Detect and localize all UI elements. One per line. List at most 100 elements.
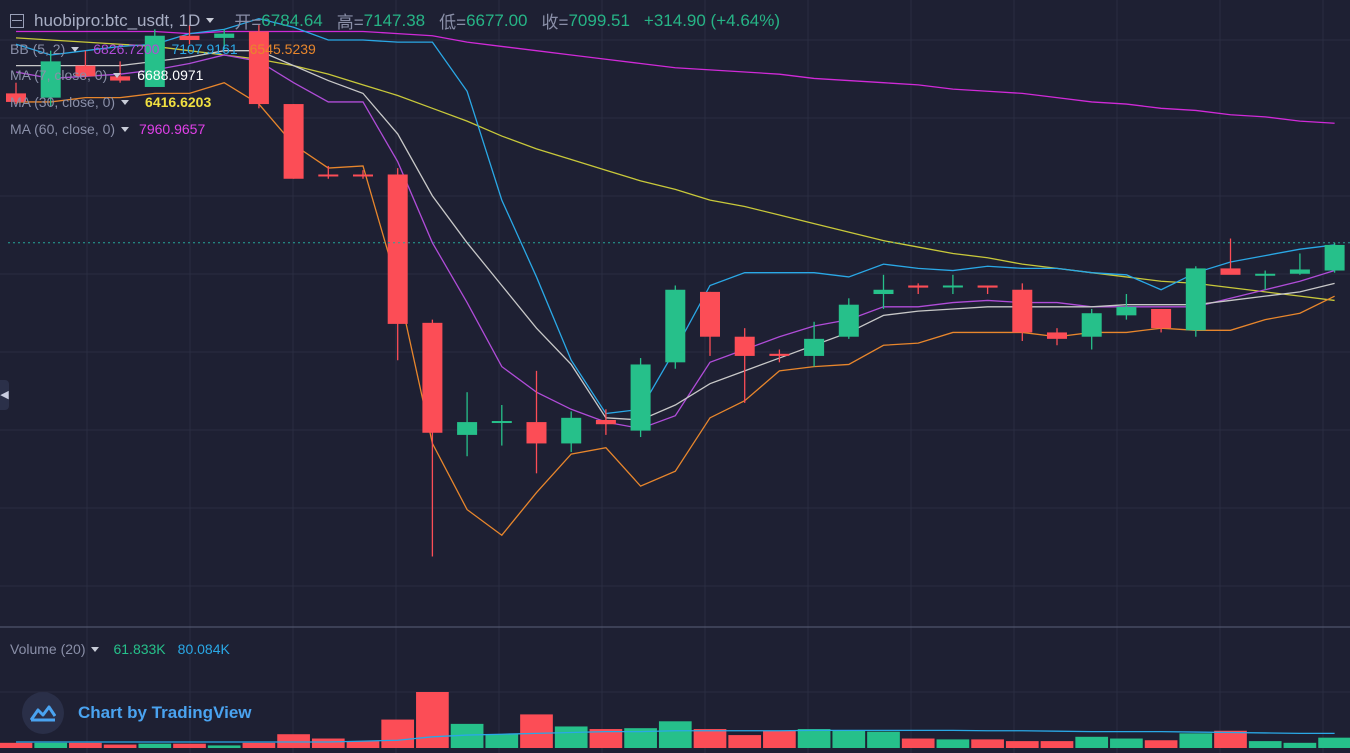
high-label: 高= xyxy=(336,13,364,32)
close-label: 收= xyxy=(541,13,569,32)
symbol-label[interactable]: huobipro:btc_usdt, 1D xyxy=(34,10,201,30)
collapse-icon[interactable] xyxy=(10,13,24,28)
volume-bar xyxy=(34,742,68,748)
candle-body xyxy=(804,338,825,356)
candle-body xyxy=(665,289,686,363)
chevron-down-icon[interactable] xyxy=(113,72,122,78)
candle-body xyxy=(1255,273,1276,276)
volume-bar xyxy=(346,741,380,748)
volume-bar xyxy=(485,734,519,748)
candle-body xyxy=(144,35,165,87)
candles xyxy=(6,25,1345,557)
ma60-legend[interactable]: MA (60, close, 0) 7960.9657 xyxy=(10,121,205,137)
volume-bar xyxy=(173,743,206,748)
volume-bar xyxy=(658,721,692,748)
volume-bar xyxy=(763,730,796,748)
candle-body xyxy=(630,364,651,431)
volume-bar xyxy=(138,743,172,748)
branding-text[interactable]: Chart by TradingView xyxy=(78,703,252,722)
bb-upper-value: 7107.9161 xyxy=(171,41,238,57)
volume-bar xyxy=(936,739,970,748)
candle-body xyxy=(1151,308,1172,329)
candle-body xyxy=(75,65,96,77)
collapse-handle[interactable]: ◀ xyxy=(0,380,9,410)
candle-body xyxy=(561,417,582,444)
symbol-header: huobipro:btc_usdt, 1D 开= 6784.64 高= 7147.3… xyxy=(10,8,780,33)
volume-bar xyxy=(693,729,727,748)
bb-mid-value: 6826.7200 xyxy=(93,41,160,57)
candle-body xyxy=(873,289,894,295)
candle-body xyxy=(1185,268,1206,331)
candle-body xyxy=(1012,289,1033,333)
volume-bar xyxy=(589,729,623,748)
volume-bar xyxy=(901,738,935,748)
volume-legend[interactable]: Volume (20) 61.833K 80.084K xyxy=(10,641,230,657)
volume-bar xyxy=(381,719,415,748)
candle-body xyxy=(6,93,26,102)
ma7-line xyxy=(16,50,1335,421)
volume-bar xyxy=(971,739,1004,748)
candle-body xyxy=(734,336,755,356)
volume-bar xyxy=(1179,733,1213,748)
bb-legend[interactable]: BB (5, 2) 6826.7200 7107.9161 6545.5239 xyxy=(10,41,316,57)
candle-body xyxy=(1047,332,1067,339)
indicator-lines xyxy=(15,17,1335,743)
tradingview-branding[interactable]: Chart by TradingView xyxy=(22,692,252,734)
volume-bar xyxy=(832,730,866,748)
volume-bar xyxy=(867,731,900,748)
ma7-label[interactable]: MA (7, close, 0) xyxy=(10,67,108,83)
open-value: 6784.64 xyxy=(261,10,323,30)
candle-body xyxy=(977,285,998,288)
candle-body xyxy=(318,174,339,177)
ma7-legend[interactable]: MA (7, close, 0) 6688.0971 xyxy=(10,67,203,83)
volume-bars xyxy=(0,692,1350,748)
volume-bar xyxy=(103,744,137,748)
candle-body xyxy=(769,353,790,356)
volume-bar xyxy=(728,735,762,748)
chevron-down-icon[interactable] xyxy=(206,18,215,23)
bb-label[interactable]: BB (5, 2) xyxy=(10,41,66,57)
candle-body xyxy=(491,421,512,424)
ma60-value: 7960.9657 xyxy=(139,121,206,137)
candle-body xyxy=(353,174,373,177)
chevron-down-icon[interactable] xyxy=(121,126,130,132)
ma30-legend[interactable]: MA (30, close, 0) 6416.6203 xyxy=(10,94,211,110)
volume-bar xyxy=(624,728,657,748)
chevron-left-icon[interactable]: ◀ xyxy=(0,389,9,401)
candle-body xyxy=(595,419,616,425)
volume-bar xyxy=(207,745,241,748)
close-value: 7099.51 xyxy=(568,10,630,30)
volume-bar xyxy=(311,738,345,748)
candle-body xyxy=(942,285,963,288)
volume-bar xyxy=(1248,741,1282,748)
candle-body xyxy=(457,422,478,435)
candle-body xyxy=(1289,269,1310,274)
ma30-label[interactable]: MA (30, close, 0) xyxy=(10,94,116,110)
candle-body xyxy=(1324,244,1345,271)
volume-bar xyxy=(1075,736,1109,748)
ma60-label[interactable]: MA (60, close, 0) xyxy=(10,121,116,137)
candle-body xyxy=(179,35,200,41)
chevron-down-icon[interactable] xyxy=(91,646,100,652)
volume-bar xyxy=(277,734,310,748)
volume-ma-line xyxy=(16,729,1335,743)
volume-bar xyxy=(1040,741,1074,748)
tradingview-logo-icon[interactable] xyxy=(22,692,64,734)
volume-bar xyxy=(0,742,33,748)
chevron-down-icon[interactable] xyxy=(71,46,80,52)
candle-body xyxy=(1220,268,1241,275)
change-value: +314.90 (+4.64%) xyxy=(643,10,781,30)
volume-bar xyxy=(1005,741,1039,748)
low-value: 6677.00 xyxy=(466,10,528,30)
candle-body xyxy=(40,61,61,98)
volume-bar xyxy=(69,742,102,748)
candle-body xyxy=(110,76,131,81)
ma30-line xyxy=(15,37,1335,302)
volume-value: 61.833K xyxy=(113,641,166,657)
candle-body xyxy=(248,31,269,105)
chevron-down-icon[interactable] xyxy=(121,99,130,105)
volume-ma-value: 80.084K xyxy=(177,641,230,657)
volume-label[interactable]: Volume (20) xyxy=(10,641,86,657)
